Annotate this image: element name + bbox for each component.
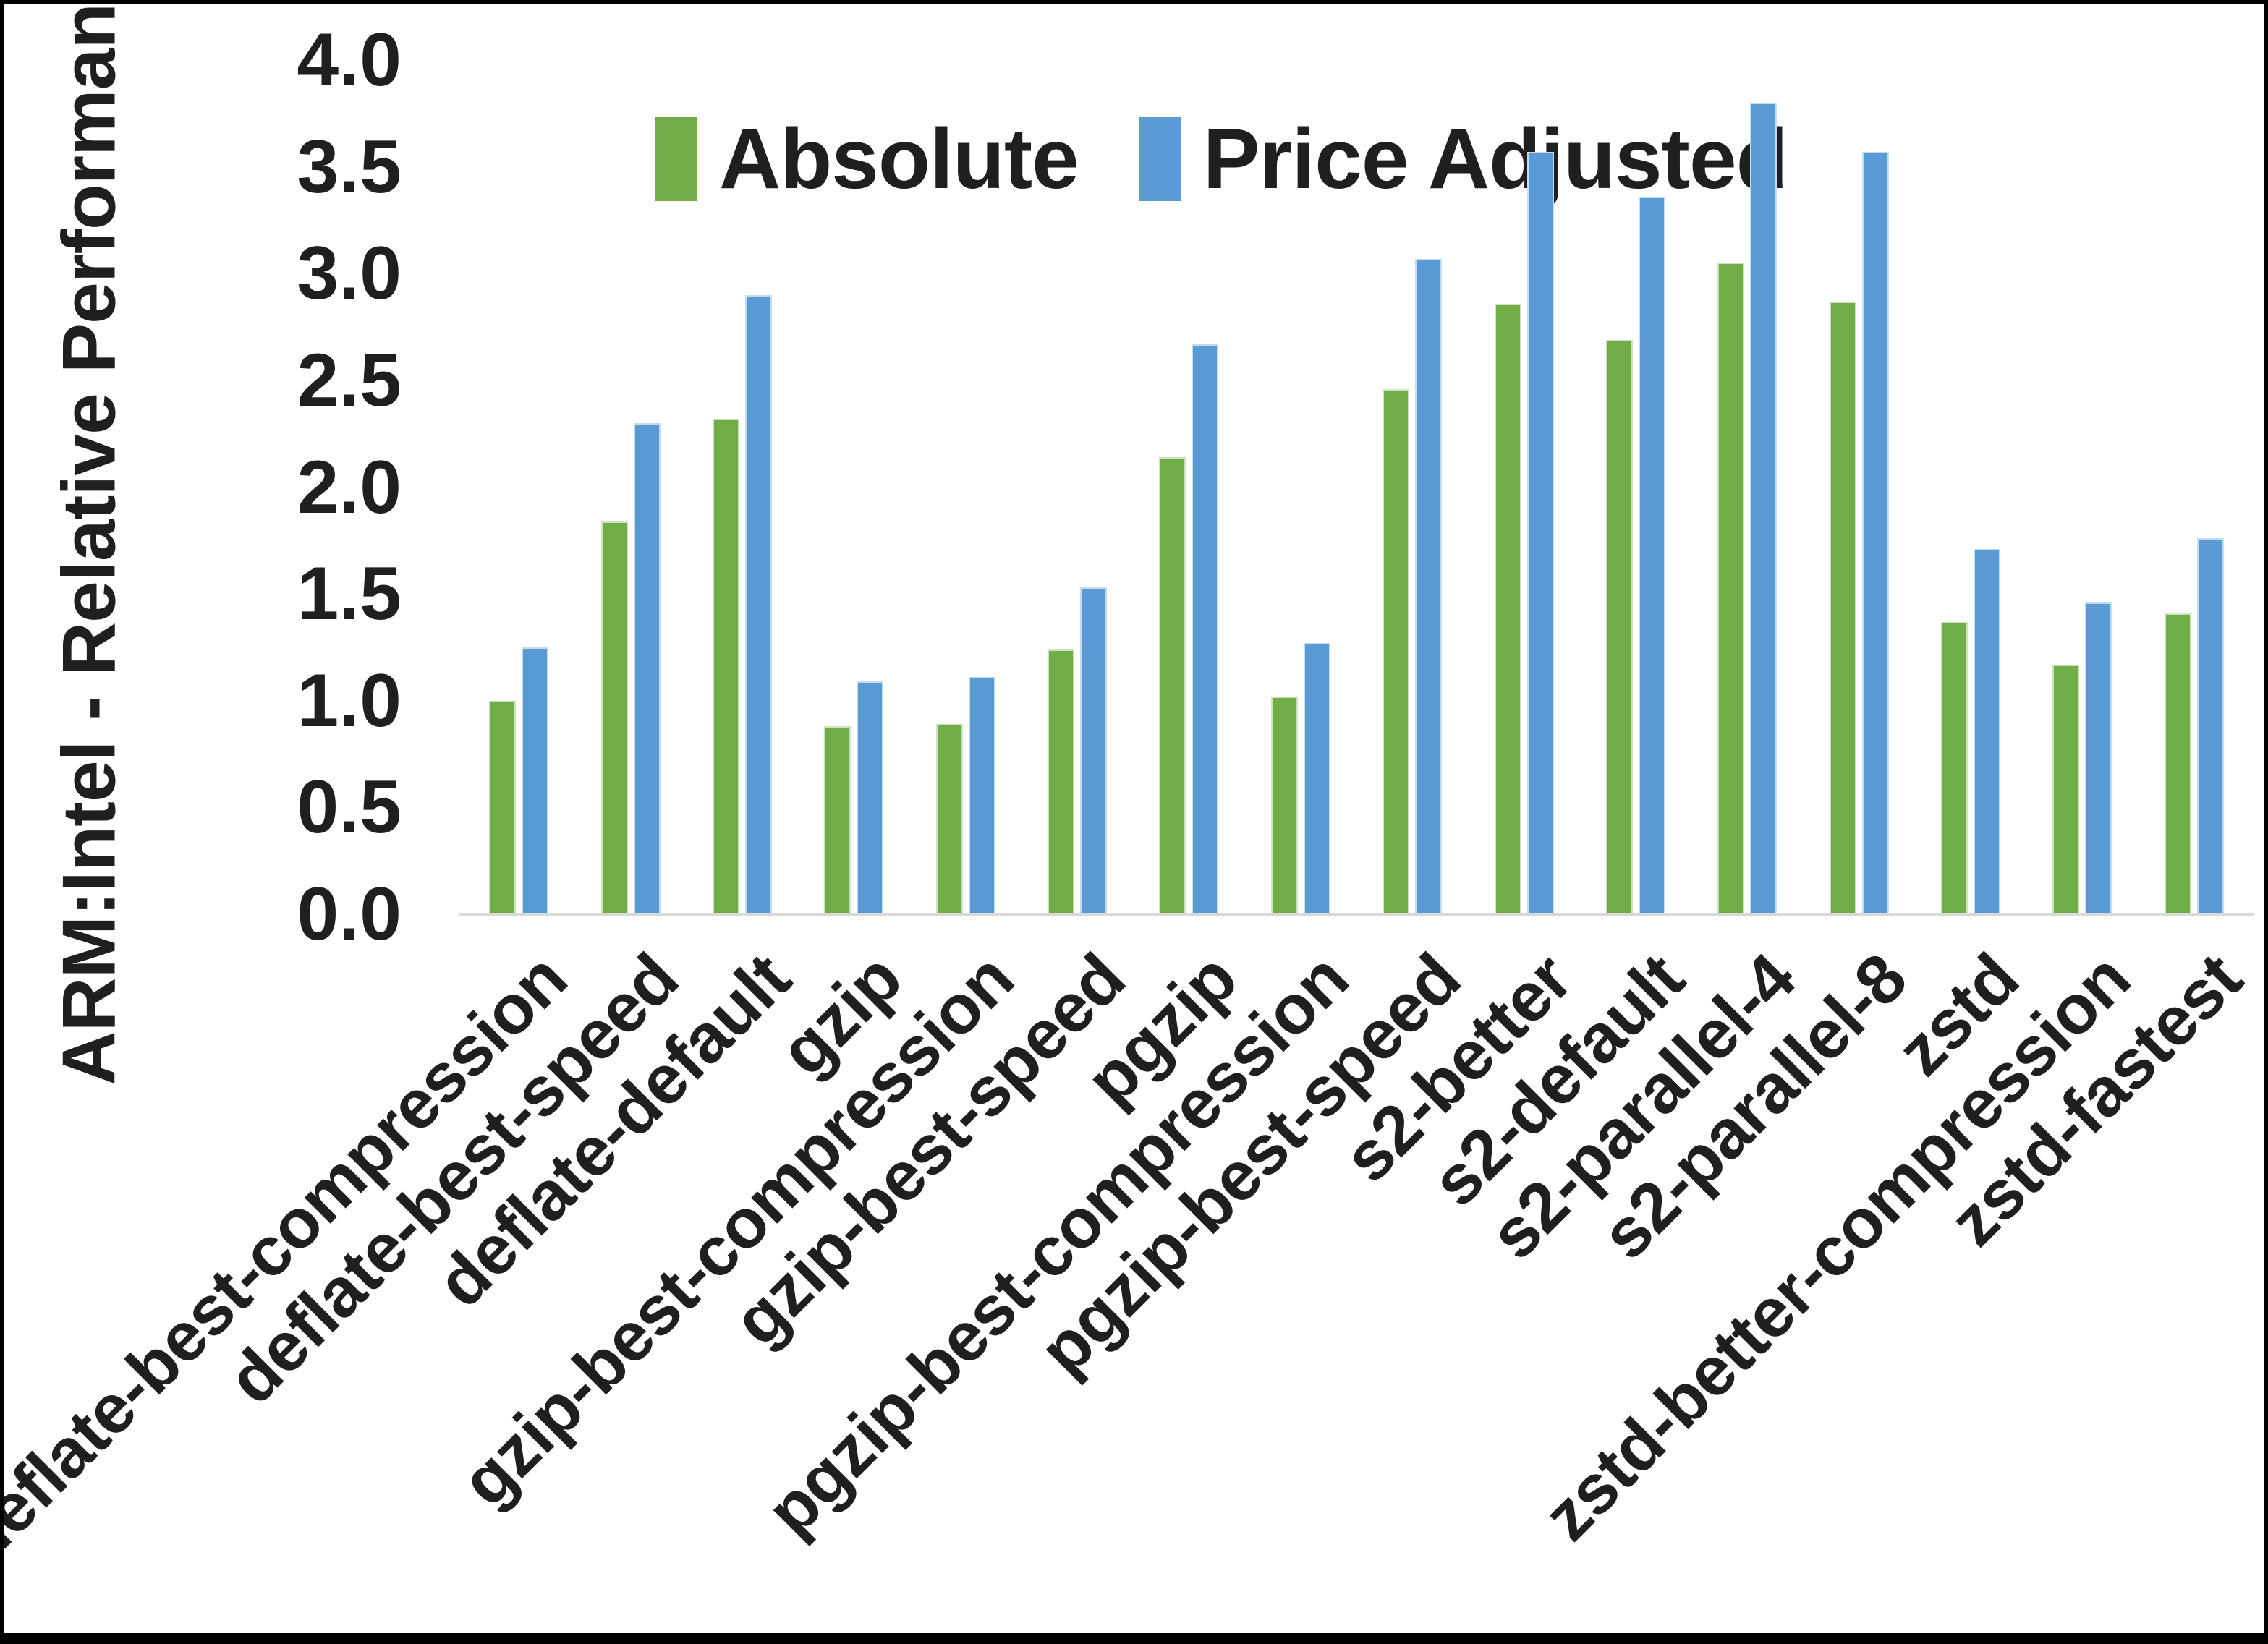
bar-absolute-deflate-best-speed bbox=[600, 521, 628, 914]
bar-price-adjusted-deflate-best-compression bbox=[522, 647, 549, 914]
y-tick-label-1.0: 1.0 bbox=[297, 658, 402, 743]
bar-price-adjusted-deflate-best-speed bbox=[633, 422, 661, 914]
x-axis-line bbox=[459, 913, 2254, 916]
bar-price-adjusted-pgzip-best-speed bbox=[1415, 258, 1443, 914]
bar-price-adjusted-s2-default bbox=[1638, 196, 1665, 914]
legend-swatch-absolute bbox=[655, 117, 697, 201]
y-tick-label-4.0: 4.0 bbox=[297, 18, 402, 102]
bar-absolute-pgzip bbox=[1159, 457, 1186, 914]
y-tick-label-3.5: 3.5 bbox=[297, 124, 402, 209]
bar-price-adjusted-pgzip-best-compression bbox=[1303, 643, 1330, 914]
y-tick-label-0.5: 0.5 bbox=[297, 765, 402, 850]
bar-absolute-zstd-better-compression bbox=[2052, 664, 2080, 914]
legend-item-price-adjusted: Price Adjusted bbox=[1139, 110, 1788, 208]
bar-absolute-gzip-best-compression bbox=[935, 724, 963, 914]
bar-absolute-s2-parallel-8 bbox=[1829, 301, 1856, 914]
bar-price-adjusted-zstd-better-compression bbox=[2085, 602, 2112, 914]
bar-price-adjusted-zstd-fastest bbox=[2196, 538, 2224, 914]
bar-absolute-pgzip-best-speed bbox=[1383, 388, 1410, 914]
bar-price-adjusted-s2-better bbox=[1526, 151, 1554, 914]
bar-absolute-s2-default bbox=[1605, 339, 1633, 914]
bar-absolute-zstd bbox=[1941, 621, 1968, 914]
bar-price-adjusted-zstd bbox=[1974, 549, 2001, 914]
bar-absolute-gzip-best-speed bbox=[1048, 649, 1075, 914]
y-tick-label-0.0: 0.0 bbox=[297, 872, 402, 956]
legend-item-absolute: Absolute bbox=[655, 110, 1079, 208]
bar-price-adjusted-gzip-best-compression bbox=[968, 677, 995, 914]
bar-absolute-deflate-best-compression bbox=[489, 700, 517, 914]
bar-absolute-s2-better bbox=[1494, 303, 1521, 914]
bar-absolute-deflate-default bbox=[712, 419, 739, 914]
bar-absolute-pgzip-best-compression bbox=[1270, 696, 1298, 914]
bar-price-adjusted-deflate-default bbox=[744, 294, 772, 914]
bar-price-adjusted-gzip-best-speed bbox=[1080, 587, 1108, 914]
bar-price-adjusted-s2-parallel-8 bbox=[1861, 151, 1889, 914]
y-tick-label-2.5: 2.5 bbox=[297, 338, 402, 422]
bar-absolute-zstd-fastest bbox=[2164, 613, 2191, 914]
bar-price-adjusted-gzip bbox=[857, 681, 884, 914]
bar-price-adjusted-s2-parallel-4 bbox=[1750, 103, 1778, 914]
y-tick-label-1.5: 1.5 bbox=[297, 552, 402, 636]
bar-absolute-gzip bbox=[824, 726, 851, 914]
bar-price-adjusted-pgzip bbox=[1192, 344, 1219, 914]
legend-label-price-adjusted: Price Adjusted bbox=[1202, 111, 1788, 207]
y-tick-label-2.0: 2.0 bbox=[297, 445, 402, 529]
y-tick-label-3.0: 3.0 bbox=[297, 231, 402, 316]
legend-swatch-price-adjusted bbox=[1139, 117, 1181, 201]
bar-absolute-s2-parallel-4 bbox=[1717, 263, 1745, 914]
legend: Absolute Price Adjusted bbox=[655, 110, 1788, 208]
legend-label-absolute: Absolute bbox=[719, 111, 1079, 207]
